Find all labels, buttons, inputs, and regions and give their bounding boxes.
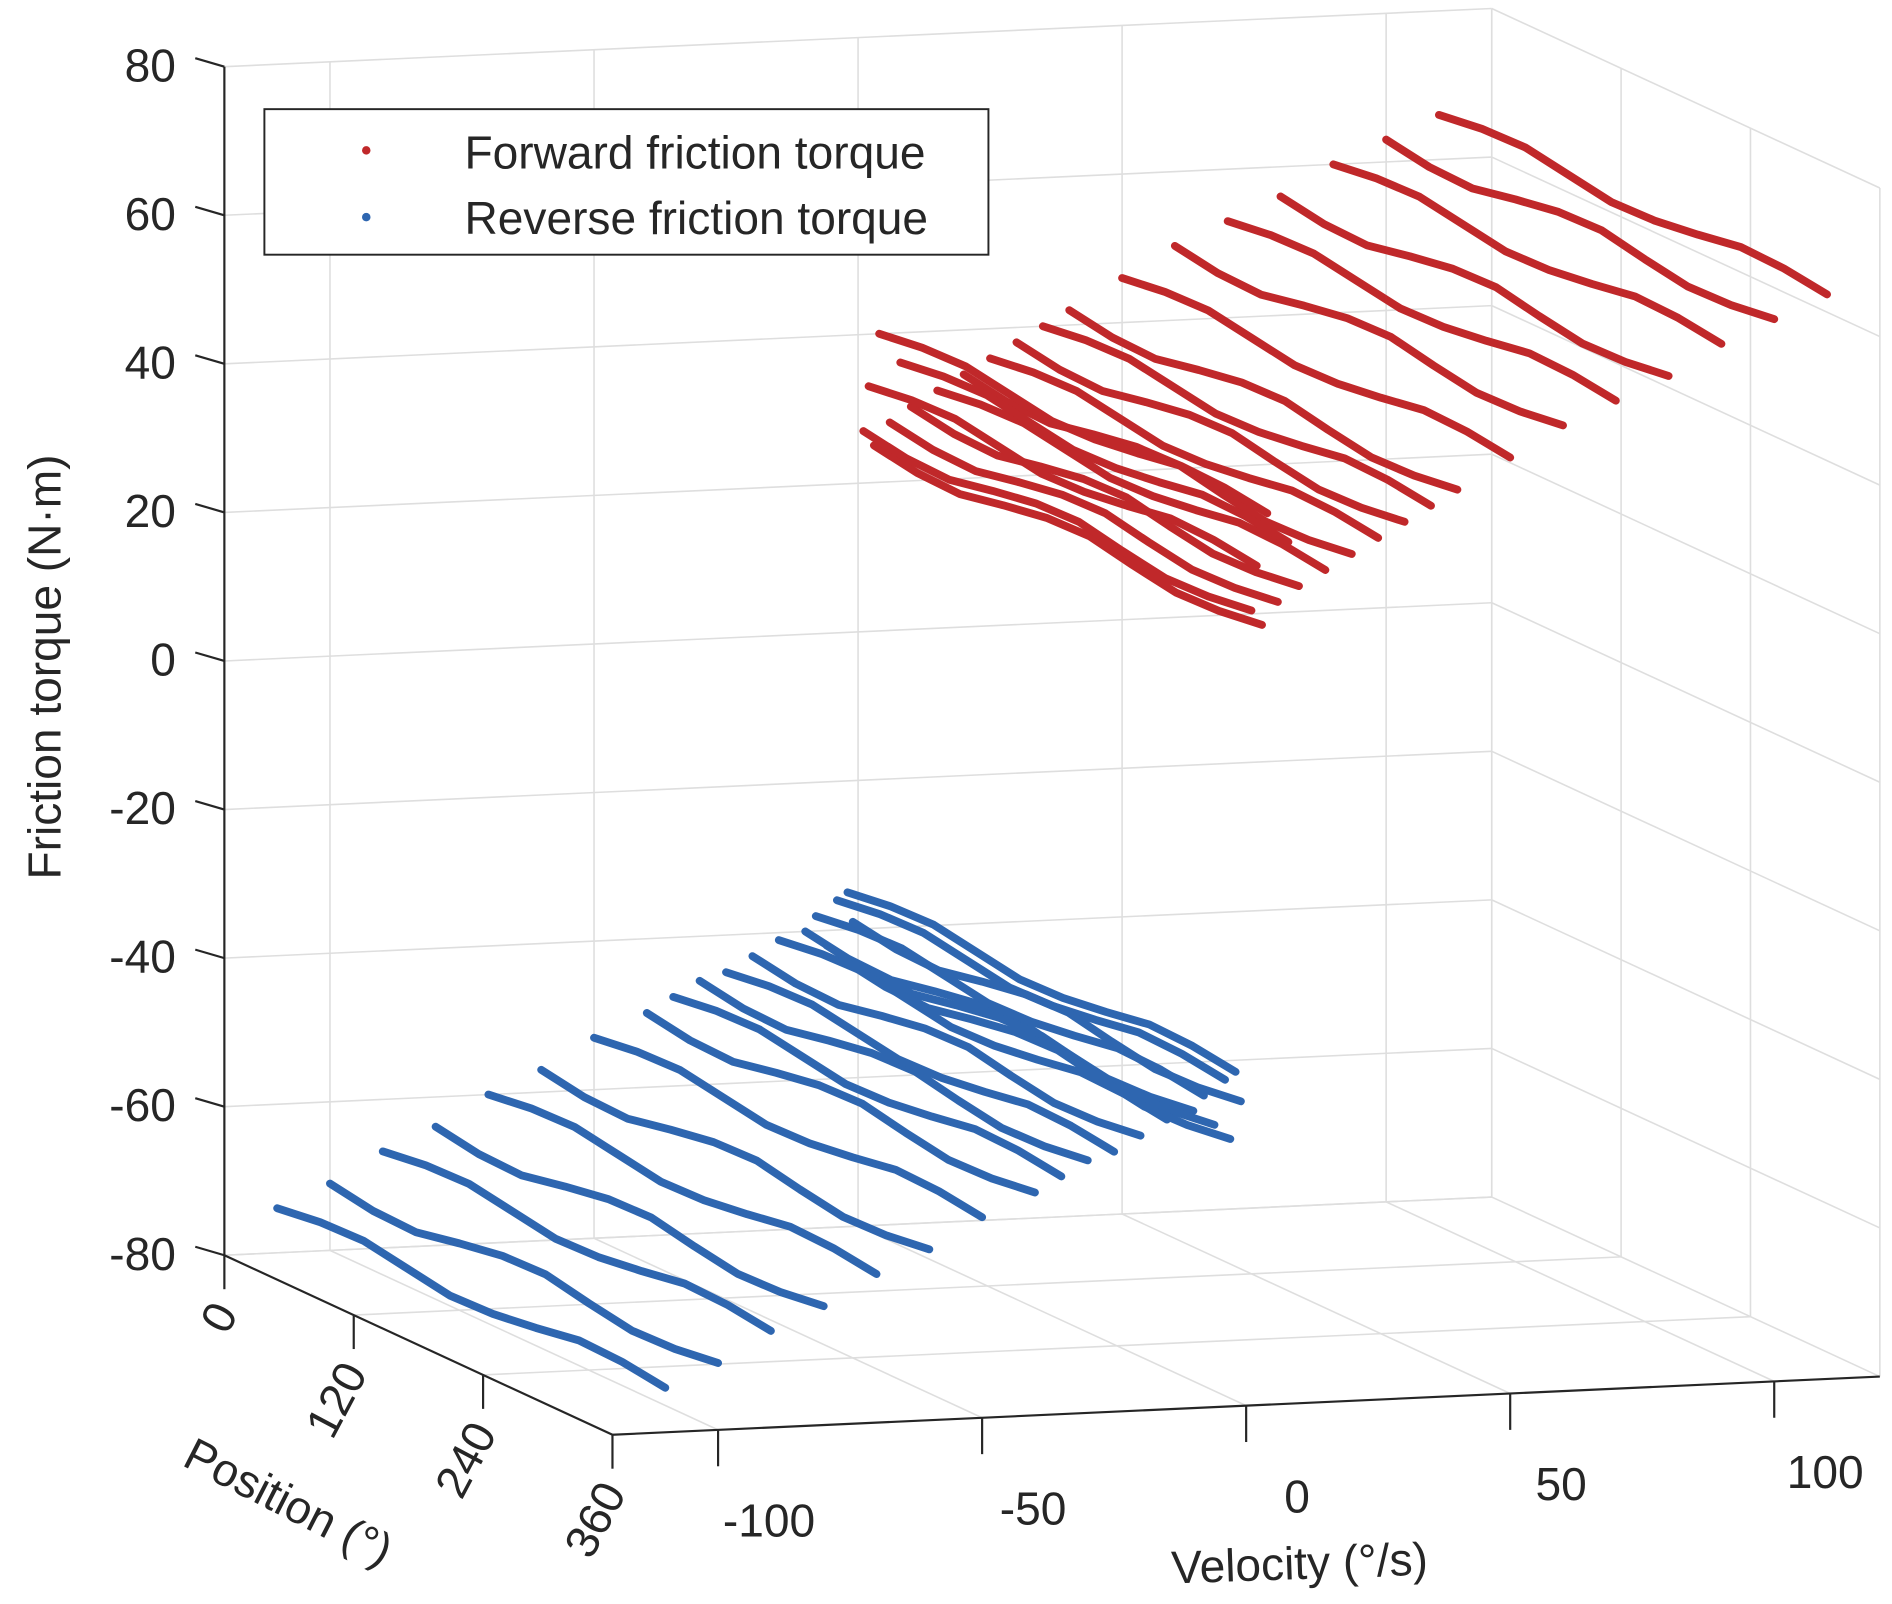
forward-torque-line xyxy=(1434,110,1831,299)
reverse-torque-line xyxy=(484,1090,881,1278)
reverse-series xyxy=(273,888,1245,1392)
series-layer xyxy=(273,110,1831,1392)
z-tick xyxy=(194,1097,225,1108)
forward-torque-line xyxy=(1329,160,1726,348)
y-axis-label: Velocity (°/s) xyxy=(1170,1533,1428,1594)
x-tick-label: 120 xyxy=(295,1354,377,1446)
forward-torque-line xyxy=(1276,192,1673,380)
forward-torque-line xyxy=(986,354,1383,542)
y-tick-label: 0 xyxy=(1284,1470,1310,1522)
x-tick-label: 240 xyxy=(424,1413,506,1505)
grid-line-floor-p xyxy=(483,1315,1751,1376)
reverse-torque-line xyxy=(822,941,1219,1129)
x-axis-label: Position (°) xyxy=(176,1427,401,1576)
forward-torque-line xyxy=(875,329,1272,518)
grid-line-floor-v xyxy=(1121,1213,1511,1395)
x-tick-label: 360 xyxy=(554,1473,636,1565)
axes xyxy=(194,57,1880,1469)
x-tick-label: 0 xyxy=(190,1294,248,1341)
reverse-torque-line xyxy=(838,955,1235,1143)
grid-line-floor-v xyxy=(329,1249,719,1431)
reverse-torque-line xyxy=(843,888,1240,1076)
forward-torque-line xyxy=(1382,135,1779,324)
forward-torque-line xyxy=(1118,274,1515,462)
reverse-torque-line xyxy=(722,968,1119,1156)
z-tick-label: 40 xyxy=(125,336,176,388)
grid-line-side-z xyxy=(1491,453,1881,635)
reverse-torque-line xyxy=(848,917,1245,1106)
z-tick xyxy=(194,354,225,365)
forward-torque-line xyxy=(906,402,1303,591)
forward-torque-line xyxy=(1223,217,1620,405)
reverse-torque-line xyxy=(748,952,1145,1140)
grid-line-side-z xyxy=(1491,750,1881,932)
forward-torque-line xyxy=(896,358,1293,546)
z-tick xyxy=(194,205,225,217)
z-tick xyxy=(194,651,225,663)
grid-line-side-z xyxy=(1491,899,1881,1081)
z-tick-label: 60 xyxy=(125,188,176,240)
reverse-torque-line xyxy=(642,1009,1039,1197)
grid-line-side-z xyxy=(1491,1047,1881,1229)
grid-line-floor-v xyxy=(593,1237,983,1419)
y-tick-label: 100 xyxy=(1787,1446,1864,1498)
z-tick-label: 0 xyxy=(150,634,176,686)
reverse-torque-line xyxy=(590,1033,987,1222)
forward-torque-line xyxy=(885,418,1282,606)
forward-series xyxy=(859,110,1831,629)
z-tick xyxy=(194,502,225,514)
legend-marker-forward xyxy=(362,146,371,155)
z-axis-label: Friction torque (N·m) xyxy=(19,455,71,880)
forward-torque-line xyxy=(869,441,1266,629)
z-tick xyxy=(194,948,225,960)
forward-torque-line xyxy=(1170,241,1567,430)
legend-label-forward: Forward friction torque xyxy=(465,127,926,179)
forward-torque-line xyxy=(864,382,1261,570)
x-axis-line xyxy=(223,1254,613,1436)
grid-line-side-z xyxy=(1491,7,1881,189)
z-tick xyxy=(194,800,225,811)
grid-line-floor-p xyxy=(353,1256,1622,1316)
legend: Forward friction torque Reverse friction… xyxy=(263,108,990,256)
reverse-torque-line xyxy=(273,1204,670,1392)
reverse-torque-line xyxy=(811,912,1208,1100)
z-tick xyxy=(194,57,225,68)
y-tick-label: -50 xyxy=(1000,1482,1067,1534)
y-tick-label: -100 xyxy=(723,1495,815,1547)
z-tick-label: -80 xyxy=(109,1228,176,1280)
reverse-torque-line xyxy=(695,976,1092,1165)
grid-line-side-z xyxy=(1491,1196,1881,1378)
grid-line-side-z xyxy=(1491,602,1881,783)
z-tick xyxy=(194,1245,225,1257)
legend-label-reverse: Reverse friction torque xyxy=(465,192,929,244)
z-tick-label: 80 xyxy=(125,39,176,91)
forward-torque-line xyxy=(1038,322,1435,510)
forward-torque-line xyxy=(933,386,1330,574)
z-tick-label: 20 xyxy=(125,485,176,537)
reverse-torque-line xyxy=(378,1147,775,1335)
reverse-torque-line xyxy=(537,1065,934,1254)
grid-line-floor-v xyxy=(1385,1201,1775,1383)
reverse-torque-line xyxy=(669,992,1066,1181)
z-tick-label: -60 xyxy=(109,1079,176,1131)
z-tick-label: -40 xyxy=(109,931,176,983)
grid-line-side-z xyxy=(1491,156,1881,338)
reverse-torque-line xyxy=(431,1122,828,1311)
grid-line-floor-v xyxy=(857,1225,1247,1407)
forward-torque-line xyxy=(859,427,1256,615)
y-tick-label: 50 xyxy=(1535,1458,1586,1510)
forward-torque-line xyxy=(1012,338,1409,526)
grid-line-side-z xyxy=(1491,304,1881,486)
reverse-torque-line xyxy=(326,1179,723,1367)
forward-torque-line xyxy=(1065,306,1462,494)
z-tick-label: -20 xyxy=(109,782,176,834)
legend-marker-reverse xyxy=(362,212,371,222)
legend-box xyxy=(263,108,990,256)
